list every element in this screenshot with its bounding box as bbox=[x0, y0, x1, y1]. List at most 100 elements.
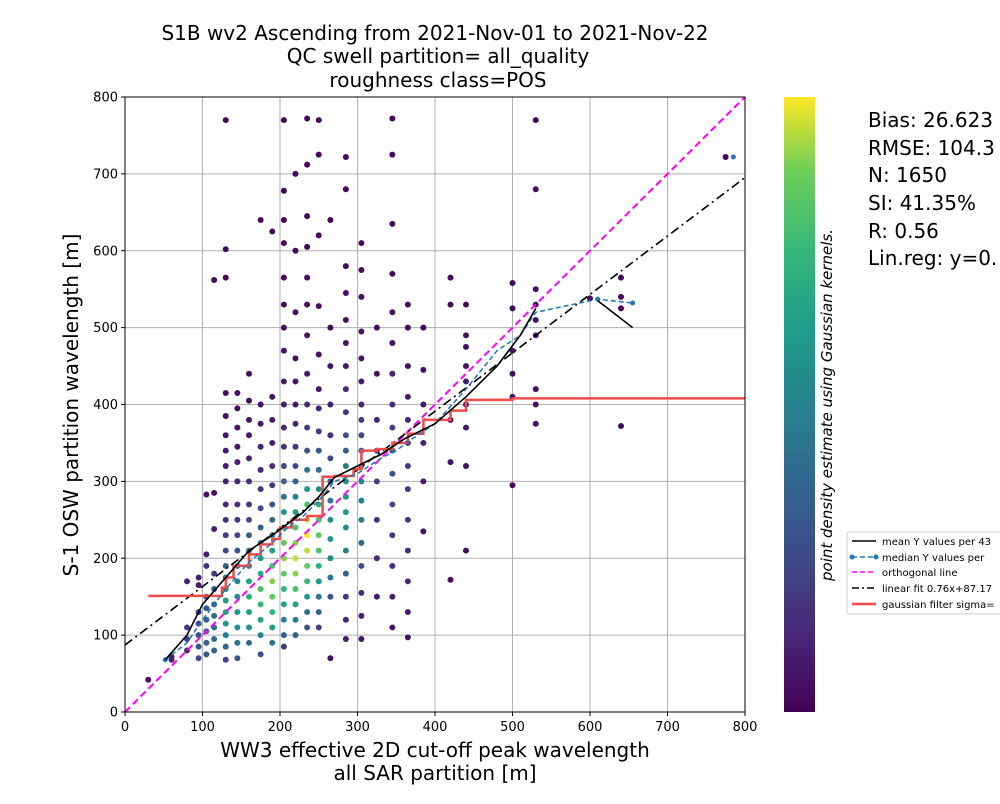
scatter-point bbox=[280, 632, 287, 639]
scatter-point bbox=[257, 505, 264, 512]
scatter-point bbox=[618, 293, 624, 300]
scatter-point bbox=[618, 423, 624, 430]
scatter-point bbox=[315, 562, 322, 569]
scatter-point bbox=[145, 676, 152, 683]
scatter-point bbox=[532, 401, 539, 408]
scatter-point bbox=[532, 117, 539, 124]
x-tick-label: 300 bbox=[345, 720, 370, 735]
x-axis-label-line-1: WW3 effective 2D cut-off peak wavelength bbox=[220, 738, 650, 762]
scatter-point bbox=[195, 632, 202, 639]
scatter-point bbox=[234, 424, 241, 431]
scatter-point bbox=[404, 463, 411, 469]
scatter-point bbox=[222, 117, 229, 124]
scatter-point bbox=[389, 151, 396, 158]
scatter-point bbox=[203, 639, 210, 646]
scatter-point bbox=[463, 363, 469, 370]
scatter-point bbox=[257, 420, 264, 427]
scatter-point bbox=[509, 482, 516, 489]
scatter-point bbox=[342, 463, 349, 469]
scatter-point bbox=[447, 301, 454, 308]
scatter-point bbox=[358, 432, 365, 439]
x-tick-label: 0 bbox=[121, 720, 129, 735]
scatter-point bbox=[315, 609, 322, 616]
scatter-point bbox=[234, 547, 241, 554]
scatter-point bbox=[327, 497, 334, 504]
scatter-point bbox=[234, 443, 241, 450]
scatter-point bbox=[373, 516, 380, 523]
scatter-point bbox=[342, 447, 349, 454]
scatter-point bbox=[304, 370, 311, 377]
scatter-point bbox=[280, 401, 287, 408]
scatter-point bbox=[246, 639, 252, 646]
scatter-point bbox=[342, 263, 349, 270]
colorbar-label: point density estimate using Gaussian ke… bbox=[818, 229, 836, 582]
median-line bbox=[164, 298, 633, 661]
scatter-point bbox=[222, 532, 229, 539]
scatter-point bbox=[389, 593, 396, 600]
x-tick-label: 500 bbox=[500, 720, 525, 735]
scatter-point bbox=[222, 620, 229, 627]
scatter-point bbox=[280, 643, 287, 650]
x-tick-label: 800 bbox=[733, 720, 758, 735]
y-axis-label: S-1 OSW partition wavelength [m] bbox=[59, 234, 83, 577]
scatter-point bbox=[292, 632, 299, 639]
scatter-point bbox=[358, 562, 365, 569]
stat-r: R: 0.56 bbox=[868, 219, 939, 243]
scatter-point bbox=[234, 389, 241, 396]
scatter-point bbox=[389, 624, 396, 631]
mean-line bbox=[164, 308, 537, 661]
scatter-point bbox=[246, 478, 252, 485]
scatter-point bbox=[315, 151, 322, 158]
scatter-point bbox=[327, 217, 334, 223]
scatter-point bbox=[304, 547, 311, 554]
scatter-point bbox=[532, 386, 539, 393]
scatter-point bbox=[304, 213, 311, 220]
scatter-point bbox=[463, 547, 469, 554]
scatter-point bbox=[404, 516, 411, 523]
scatter-point bbox=[389, 401, 396, 408]
scatter-point bbox=[315, 593, 322, 600]
scatter-point bbox=[342, 432, 349, 439]
scatter-point bbox=[532, 186, 539, 193]
scatter-point bbox=[373, 416, 380, 423]
scatter-point bbox=[292, 420, 299, 427]
scatter-point bbox=[269, 547, 276, 554]
scatter-point bbox=[222, 246, 229, 253]
scatter-point bbox=[463, 378, 469, 385]
scatter-point bbox=[269, 439, 276, 446]
scatter-point bbox=[222, 389, 229, 396]
scatter-point bbox=[358, 589, 365, 596]
scatter-point bbox=[222, 597, 229, 604]
scatter-point bbox=[509, 370, 516, 377]
scatter-point bbox=[404, 324, 411, 331]
scatter-point bbox=[257, 401, 264, 408]
scatter-point bbox=[373, 370, 380, 377]
scatter-point bbox=[246, 593, 252, 600]
legend-entry-orthogonal: orthogonal line bbox=[852, 568, 958, 579]
scatter-point bbox=[184, 624, 190, 631]
scatter-point bbox=[257, 616, 264, 623]
y-tick-label: 700 bbox=[93, 167, 118, 182]
scatter-point bbox=[269, 482, 276, 489]
legend-label-median: median Y values per bbox=[882, 553, 985, 564]
scatter-point bbox=[327, 401, 334, 408]
scatter-point bbox=[269, 609, 276, 616]
scatter-point bbox=[292, 555, 299, 562]
scatter-point bbox=[463, 424, 469, 431]
scatter-point bbox=[292, 443, 299, 450]
scatter-point bbox=[203, 616, 210, 623]
scatter-point bbox=[222, 447, 229, 454]
scatter-point bbox=[722, 153, 729, 160]
scatter-point bbox=[211, 612, 218, 619]
scatter-point bbox=[509, 347, 516, 354]
scatter-point bbox=[342, 635, 349, 642]
scatter-point bbox=[211, 635, 218, 642]
scatter-point bbox=[292, 586, 299, 592]
scatter-point bbox=[342, 509, 349, 516]
legend-label-gaussian: gaussian filter sigma= bbox=[882, 600, 995, 611]
scatter-point bbox=[389, 340, 396, 346]
scatter-point bbox=[358, 516, 365, 523]
scatter-point bbox=[358, 539, 365, 546]
scatter-point bbox=[304, 243, 311, 250]
scatter-point bbox=[292, 355, 299, 362]
